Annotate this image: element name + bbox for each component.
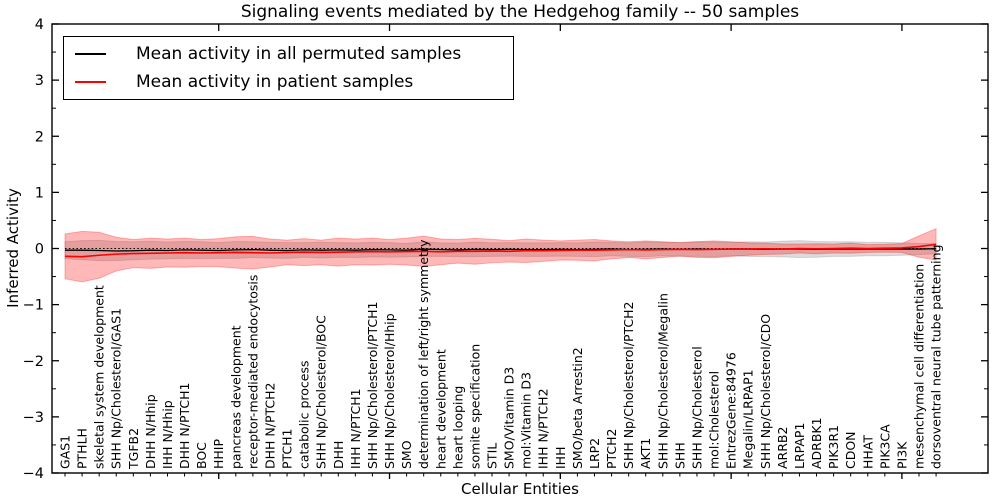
x-tick-label: DHH — [331, 441, 346, 469]
legend-entry-patient: Mean activity in patient samples — [75, 72, 513, 92]
x-tick-label: heart development — [433, 349, 448, 469]
x-tick-label: BOC — [194, 442, 209, 469]
x-tick-label: mesenchymal cell differentiation — [912, 264, 927, 469]
x-tick-label: IHH — [553, 447, 568, 470]
y-axis-label: Inferred Activity — [4, 188, 22, 308]
x-tick-label: ADRBK1 — [809, 417, 824, 469]
x-tick-label: PTCH2 — [604, 428, 619, 469]
x-tick-label: STIL — [485, 443, 500, 469]
y-tick-label: 2 — [35, 129, 44, 145]
x-tick-label: DHH N/PTCH1 — [177, 383, 192, 469]
x-tick-label: IHH N/PTCH2 — [536, 388, 551, 469]
x-tick-label: AKT1 — [638, 438, 653, 469]
x-tick-label: DHH N/PTCH2 — [262, 383, 277, 469]
x-tick-label: LRP2 — [587, 438, 602, 469]
x-axis-label: Cellular Entities — [461, 480, 579, 498]
x-tick-label: SMO/beta Arrestin2 — [570, 347, 585, 469]
patient-line-swatch — [75, 80, 106, 83]
x-tick-label: heart looping — [450, 386, 465, 469]
legend: Mean activity in all permuted samples Me… — [63, 36, 514, 100]
x-tick-label: SMO — [399, 440, 414, 469]
x-tick-label: PI3K — [894, 441, 909, 469]
patient-std-band — [64, 227, 937, 283]
x-tick-label: IHH N/Hhip — [160, 400, 175, 469]
x-tick-label: CDON — [843, 431, 858, 469]
patient-mean-line — [64, 243, 937, 258]
x-tick-label: catabolic process — [297, 360, 312, 469]
y-tick-label: 1 — [35, 185, 44, 201]
x-tick-label: determination of left/right symmetry — [416, 239, 431, 469]
x-tick-label: ARRB2 — [775, 427, 790, 469]
x-tick-label: DHH N/Hhip — [143, 394, 158, 469]
x-tick-label: HHAT — [860, 435, 875, 469]
y-tick-label: 4 — [35, 17, 44, 33]
x-tick-label: SHH Np/Cholesterol/GAS1 — [109, 308, 124, 469]
x-tick-label: SHH Np/Cholesterol/PTCH2 — [621, 302, 636, 470]
x-tick-label: SHH — [672, 442, 687, 469]
y-tick-label: −4 — [23, 466, 44, 482]
y-tick-label: −3 — [23, 410, 44, 426]
x-tick-label: SHH Np/Cholesterol/Megalin — [655, 293, 670, 469]
x-tick-label: SHH Np/Cholesterol — [689, 346, 704, 469]
x-tick-label: LRPAP1 — [792, 423, 807, 469]
x-tick-label: SHH Np/Cholesterol/CDO — [758, 314, 773, 469]
x-tick-label: SHH Np/Cholesterol/PTCH1 — [365, 302, 380, 470]
legend-entry-permuted: Mean activity in all permuted samples — [75, 44, 513, 64]
legend-label-permuted: Mean activity in all permuted samples — [136, 44, 462, 65]
x-tick-label: SHH Np/Cholesterol/BOC — [314, 315, 329, 469]
y-tick-label: −2 — [23, 354, 44, 370]
x-tick-label: PTCH1 — [280, 428, 295, 469]
y-tick-label: 0 — [35, 242, 44, 258]
permuted-line-swatch — [75, 53, 106, 56]
x-tick-label: skeletal system development — [92, 285, 107, 469]
x-tick-label: mol:Vitamin D3 — [519, 372, 534, 469]
x-tick-label: somite specification — [467, 344, 482, 469]
x-tick-label: SMO/Vitamin D3 — [502, 367, 517, 469]
legend-label-patient: Mean activity in patient samples — [136, 71, 414, 92]
x-tick-label: IHH N/PTCH1 — [348, 388, 363, 469]
x-tick-label: Megalin/LRPAP1 — [741, 369, 756, 469]
x-tick-label: SHH Np/Cholesterol/Hhip — [382, 313, 397, 469]
chart-title: Signaling events mediated by the Hedgeho… — [240, 2, 800, 22]
x-tick-label: TGFB2 — [126, 428, 141, 470]
x-tick-label: PIK3CA — [877, 424, 892, 469]
x-tick-label: HHIP — [211, 439, 226, 469]
y-tick-label: 3 — [35, 73, 44, 89]
x-tick-label: mol:Cholesterol — [707, 371, 722, 469]
x-tick-label: GAS1 — [58, 435, 73, 469]
x-tick-label: EntrezGene:84976 — [724, 352, 739, 469]
x-tick-label: receptor-mediated endocytosis — [245, 275, 260, 469]
x-tick-label: PIK3R1 — [826, 425, 841, 469]
x-tick-label: PTHLH — [75, 428, 90, 469]
y-tick-label: −1 — [23, 298, 44, 314]
x-tick-label: dorsoventral neural tube patterning — [929, 244, 944, 469]
x-tick-label: pancreas development — [228, 325, 243, 469]
